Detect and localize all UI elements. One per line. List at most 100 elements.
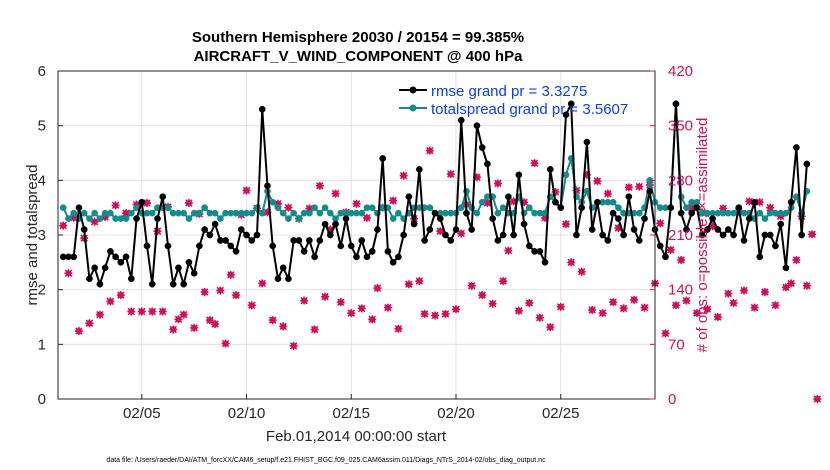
obs-assimilated-marker	[321, 292, 330, 301]
obs-assimilated-marker	[656, 219, 665, 228]
obs-assimilated-marker	[808, 230, 817, 239]
y-left-tick-label: 4	[38, 172, 46, 189]
obs-assimilated-marker	[347, 309, 356, 318]
obs-assimilated-marker	[692, 309, 701, 318]
obs-assimilated-marker	[90, 217, 99, 226]
totalspread-point	[316, 209, 324, 217]
obs-assimilated-marker	[247, 301, 256, 310]
obs-assimilated-marker	[425, 146, 434, 155]
totalspread-point	[609, 198, 617, 206]
obs-assimilated-marker	[703, 305, 712, 314]
obs-assimilated-marker	[101, 213, 110, 222]
obs-assimilated-marker	[499, 277, 508, 286]
obs-assimilated-marker	[315, 181, 324, 190]
obs-assimilated-marker	[352, 199, 361, 208]
obs-assimilated-marker	[546, 323, 555, 332]
rmse-point	[164, 242, 172, 250]
obs-assimilated-marker	[635, 182, 644, 191]
rmse-point	[400, 231, 407, 239]
obs-assimilated-marker	[436, 227, 445, 236]
rmse-point	[80, 226, 88, 233]
y-left-tick-label: 3	[38, 227, 46, 244]
y-left-tick-label: 1	[38, 336, 46, 353]
obs-assimilated-marker	[95, 310, 104, 319]
totalspread-point	[368, 204, 376, 212]
y-left-tick-label: 5	[38, 118, 46, 135]
totalspread-point	[258, 209, 266, 217]
axis-ticks: 02/05 02/10 02/15 02/20 02/25 0 1 2 3 4 5 6 0 70 140 21…	[38, 63, 693, 422]
totalspread-point	[59, 204, 67, 212]
totalspread-point	[473, 209, 481, 217]
y-right-tick-label: 280	[668, 172, 693, 189]
rmse-point	[745, 215, 753, 222]
rmse-point	[494, 237, 502, 244]
rmse-point	[353, 253, 360, 261]
obs-assimilated-marker	[755, 198, 764, 207]
obs-assimilated-marker	[525, 298, 534, 307]
obs-assimilated-marker	[781, 283, 790, 292]
rmse-point	[410, 220, 418, 228]
obs-assimilated-marker	[122, 209, 131, 218]
rmse-point	[269, 242, 277, 250]
obs-assimilated-marker	[687, 203, 696, 212]
rmse-point	[457, 116, 465, 124]
y-right-tick-label: 70	[668, 336, 685, 353]
rmse-point	[232, 248, 240, 255]
rmse-point	[321, 220, 329, 228]
obs-assimilated-marker	[242, 186, 251, 195]
rmse-point	[667, 204, 675, 212]
obs-assimilated-marker	[69, 213, 78, 222]
rmse-point	[557, 204, 565, 212]
chart-title-line2: AIRCRAFT_V_WIND_COMPONENT @ 400 hPa	[194, 48, 524, 65]
rmse-point	[630, 226, 638, 233]
obs-assimilated-marker	[624, 183, 633, 192]
rmse-point	[625, 193, 633, 201]
rmse-point	[431, 209, 439, 217]
y-right-tick-label: 140	[668, 282, 693, 299]
obs-assimilated-marker	[682, 296, 691, 305]
y-left-tick-label: 0	[38, 391, 46, 408]
obs-assimilated-marker	[530, 159, 539, 168]
totalspread-point	[614, 204, 622, 212]
obs-assimilated-marker	[666, 245, 675, 254]
rmse-point	[122, 253, 130, 261]
obs-assimilated-marker	[708, 222, 717, 231]
obs-assimilated-marker	[745, 197, 754, 206]
obs-assimilated-marker	[216, 286, 225, 295]
obs-assimilated-marker	[609, 298, 618, 307]
x-tick-label: 02/05	[123, 405, 161, 422]
x-tick-label: 02/20	[437, 405, 475, 422]
obs-assimilated-marker	[478, 291, 487, 300]
rmse-point	[505, 193, 512, 201]
rmse-point	[525, 242, 533, 250]
rmse-point	[112, 253, 119, 261]
obs-assimilated-marker	[300, 296, 309, 305]
rmse-point	[395, 253, 402, 261]
rmse-point	[342, 215, 350, 222]
obs-assimilated-marker	[263, 208, 272, 217]
rmse-point	[499, 231, 507, 239]
rmse-point	[426, 226, 434, 233]
rmse-point	[154, 215, 161, 222]
rmse-point	[300, 248, 308, 255]
obs-assimilated-marker	[760, 288, 769, 297]
totalspread-point	[525, 204, 533, 212]
legend: rmse grand pr = 3.3275 totalspread grand…	[399, 83, 628, 118]
obs-assimilated-marker	[446, 170, 455, 179]
rmse-point	[285, 275, 292, 283]
totalspread-point	[562, 171, 570, 179]
obs-assimilated-marker	[331, 189, 340, 198]
rmse-point	[279, 264, 287, 272]
rmse-point	[546, 166, 554, 173]
rmse-point	[311, 253, 318, 261]
obs-assimilated-marker	[232, 291, 241, 300]
obs-assimilated-marker	[802, 281, 811, 290]
obs-assimilated-marker	[137, 307, 146, 316]
rmse-point	[75, 204, 83, 212]
rmse-point	[332, 220, 339, 228]
obs-assimilated-marker	[362, 213, 371, 222]
obs-assimilated-marker	[415, 277, 424, 286]
obs-assimilated-marker	[200, 288, 209, 297]
obs-assimilated-marker	[598, 309, 607, 318]
obs-assimilated-marker	[226, 270, 235, 279]
